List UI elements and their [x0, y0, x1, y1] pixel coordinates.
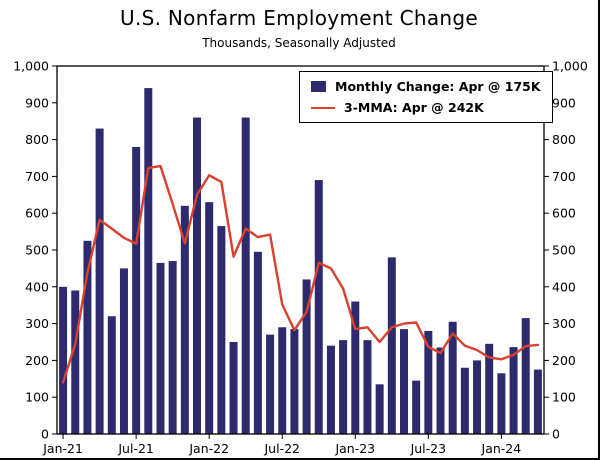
bar-Dec-22: [339, 340, 348, 434]
bar-Mar-22: [229, 342, 238, 434]
bar-May-22: [253, 251, 262, 434]
x-axis-label: Jan-24: [481, 441, 522, 456]
y-axis-label-right: 100: [552, 390, 576, 405]
y-axis-label-left: 400: [25, 279, 49, 294]
legend-label-monthly-change: Monthly Change: Apr @ 175K: [335, 79, 541, 94]
bar-Jan-21: [59, 286, 68, 434]
bar-Mar-24: [521, 318, 530, 434]
bar-Apr-23: [387, 257, 396, 434]
y-axis-label-right: 900: [552, 95, 576, 110]
y-axis-label-right: 1,000: [552, 59, 588, 74]
y-axis-label-left: 300: [25, 316, 49, 331]
bar-Apr-21: [95, 128, 104, 434]
y-axis-label-right: 600: [552, 206, 576, 221]
legend-label-3mma: 3-MMA: Apr @ 242K: [344, 100, 484, 115]
chart-title: U.S. Nonfarm Employment Change: [120, 6, 478, 30]
bar-Aug-21: [144, 88, 153, 434]
x-axis-label: Jul-23: [410, 441, 447, 456]
bar-Sep-22: [302, 279, 311, 434]
bar-Jan-23: [351, 301, 360, 434]
y-axis-label-right: 700: [552, 169, 576, 184]
bar-Nov-21: [180, 205, 189, 434]
plot-border: [56, 65, 545, 435]
chart-legend: Monthly Change: Apr @ 175K 3-MMA: Apr @ …: [299, 71, 553, 123]
line-swatch-icon: [311, 106, 335, 109]
y-axis-label-right: 400: [552, 279, 576, 294]
bar-Mar-23: [375, 384, 384, 434]
bar-Dec-23: [485, 343, 494, 434]
mma-line: [61, 164, 540, 384]
bar-Feb-21: [71, 290, 80, 434]
bar-Sep-23: [448, 321, 457, 434]
bar-Nov-22: [326, 345, 335, 434]
bar-May-23: [399, 329, 408, 434]
x-axis-label: Jan-21: [42, 441, 83, 456]
y-axis-label-left: 100: [25, 390, 49, 405]
bar-Sep-21: [156, 262, 165, 434]
y-axis-label-left: 200: [25, 353, 49, 368]
x-axis-label: Jan-23: [334, 441, 375, 456]
y-axis-label-left: 500: [25, 243, 49, 258]
legend-item-monthly-change: Monthly Change: Apr @ 175K: [311, 79, 541, 94]
x-axis-label: Jul-21: [117, 441, 154, 456]
y-axis-label-right: 800: [552, 132, 576, 147]
bar-swatch-icon: [311, 81, 326, 92]
bar-Aug-23: [436, 347, 445, 434]
bar-Apr-24: [533, 369, 542, 434]
bar-May-21: [107, 316, 116, 434]
bar-Feb-23: [363, 340, 372, 434]
bar-Aug-22: [290, 329, 299, 434]
y-axis-label-left: 1,000: [13, 59, 49, 74]
bar-Feb-22: [217, 226, 226, 434]
bar-Mar-21: [83, 240, 92, 434]
x-axis-label: Jan-22: [188, 441, 229, 456]
y-axis-label-left: 900: [25, 95, 49, 110]
bar-Apr-22: [241, 117, 250, 435]
y-axis-label-left: 800: [25, 132, 49, 147]
x-axis-label: Jul-22: [263, 441, 300, 456]
bar-Jan-24: [497, 373, 506, 434]
y-axis-label-left: 600: [25, 206, 49, 221]
bar-Nov-23: [473, 360, 482, 434]
bar-Oct-23: [460, 367, 469, 434]
y-axis-label-right: 500: [552, 243, 576, 258]
bar-Jul-22: [278, 327, 287, 434]
chart-subtitle: Thousands, Seasonally Adjusted: [202, 36, 396, 50]
bar-Jun-21: [119, 268, 128, 434]
y-axis-label-left: 0: [41, 427, 49, 442]
bar-Dec-21: [193, 117, 202, 435]
legend-item-3mma: 3-MMA: Apr @ 242K: [311, 100, 541, 115]
y-axis-label-left: 700: [25, 169, 49, 184]
bar-Feb-24: [509, 347, 518, 434]
bar-Jun-22: [266, 334, 275, 434]
bar-Oct-21: [168, 261, 177, 434]
bar-Jul-23: [424, 330, 433, 434]
bar-Oct-22: [314, 180, 323, 434]
bar-Jun-23: [412, 380, 421, 434]
y-axis-label-right: 0: [552, 427, 560, 442]
bar-Jan-22: [205, 202, 214, 434]
bar-Jul-21: [132, 146, 141, 434]
y-axis-label-right: 200: [552, 353, 576, 368]
y-axis-label-right: 300: [552, 316, 576, 331]
